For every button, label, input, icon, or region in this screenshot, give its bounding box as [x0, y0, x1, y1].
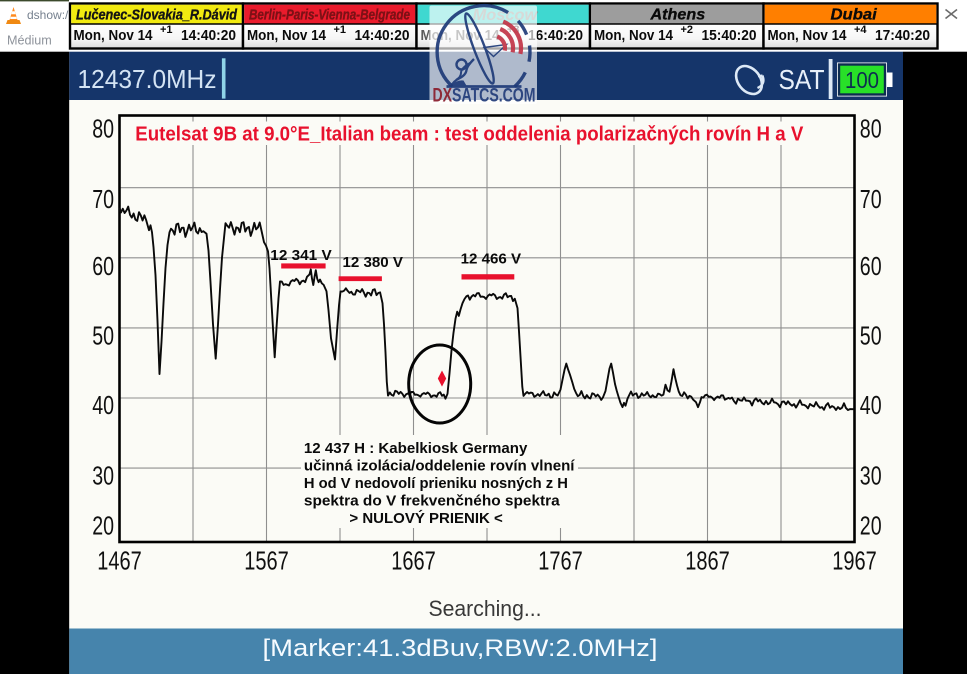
svg-text:spektra do V frekvenčného spek: spektra do V frekvenčného spektra: [304, 493, 560, 510]
svg-text:> NULOVÝ PRIENIK <: > NULOVÝ PRIENIK <: [349, 509, 503, 527]
svg-text:učinná izolácia/oddelenie roví: učinná izolácia/oddelenie rovín vlnení: [304, 458, 575, 475]
svg-text:15:40:20: 15:40:20: [702, 27, 757, 44]
svg-text:Eutelsat 9B at 9.0°E_Italian b: Eutelsat 9B at 9.0°E_Italian beam : test…: [135, 124, 804, 146]
svg-text:+1: +1: [160, 24, 173, 36]
svg-text:12 466 V: 12 466 V: [461, 251, 521, 268]
svg-text:Dubai: Dubai: [831, 7, 878, 24]
svg-text:dshow:/: dshow:/: [27, 8, 69, 22]
svg-text:80: 80: [860, 113, 882, 143]
svg-text:Athens: Athens: [649, 7, 705, 24]
svg-text:12437.0MHz: 12437.0MHz: [78, 64, 217, 94]
svg-text:Berlin-Paris-Vienna-Belgrade: Berlin-Paris-Vienna-Belgrade: [249, 8, 410, 24]
svg-text:40: 40: [92, 390, 114, 420]
svg-text:1967: 1967: [832, 546, 877, 576]
svg-text:16:40:20: 16:40:20: [528, 27, 583, 44]
svg-text:1467: 1467: [97, 546, 142, 576]
svg-text:SAT: SAT: [779, 64, 825, 95]
svg-text:12 341 V: 12 341 V: [270, 247, 331, 264]
svg-text:20: 20: [860, 510, 882, 540]
svg-text:Mon, Nov 14: Mon, Nov 14: [247, 27, 327, 44]
svg-text:50: 50: [92, 320, 114, 350]
svg-text:Médium: Médium: [7, 34, 52, 48]
svg-text:+4: +4: [854, 24, 867, 36]
svg-text:H od V nedovolí prieniku nosný: H od V nedovolí prieniku nosných z H: [304, 475, 568, 492]
svg-text:70: 70: [860, 184, 882, 214]
svg-text:1667: 1667: [391, 546, 436, 576]
svg-text:12 437 H : Kabelkiosk Germany: 12 437 H : Kabelkiosk Germany: [304, 440, 528, 457]
svg-text:12 380 V: 12 380 V: [343, 254, 404, 271]
svg-text:100: 100: [845, 67, 879, 93]
svg-text:Searching...: Searching...: [429, 596, 542, 621]
svg-text:60: 60: [92, 251, 114, 281]
svg-text:30: 30: [860, 460, 882, 490]
svg-text:Mon, Nov 14: Mon, Nov 14: [74, 27, 154, 44]
svg-text:60: 60: [860, 251, 882, 281]
svg-text:Lučenec-Slovakia_R.Dávid: Lučenec-Slovakia_R.Dávid: [76, 8, 238, 24]
svg-text:1767: 1767: [538, 546, 583, 576]
svg-text:Mon, Nov 14: Mon, Nov 14: [594, 27, 674, 44]
svg-text:[Marker:41.3dBuv,RBW:2.0MHz]: [Marker:41.3dBuv,RBW:2.0MHz]: [263, 635, 658, 662]
svg-text:14:40:20: 14:40:20: [181, 27, 236, 44]
svg-text:50: 50: [860, 320, 882, 350]
svg-text:+1: +1: [334, 24, 347, 36]
svg-text:Mon, Nov 14: Mon, Nov 14: [768, 27, 848, 44]
svg-text:DXSATCS.COM: DXSATCS.COM: [433, 85, 536, 107]
svg-text:1867: 1867: [685, 546, 730, 576]
svg-text:1567: 1567: [244, 546, 289, 576]
svg-text:17:40:20: 17:40:20: [875, 27, 930, 44]
svg-text:40: 40: [860, 390, 882, 420]
svg-text:80: 80: [92, 113, 114, 143]
svg-text:70: 70: [92, 184, 114, 214]
svg-text:+2: +2: [681, 24, 694, 36]
svg-text:14:40:20: 14:40:20: [355, 27, 410, 44]
svg-text:30: 30: [92, 460, 114, 490]
svg-text:20: 20: [92, 510, 114, 540]
